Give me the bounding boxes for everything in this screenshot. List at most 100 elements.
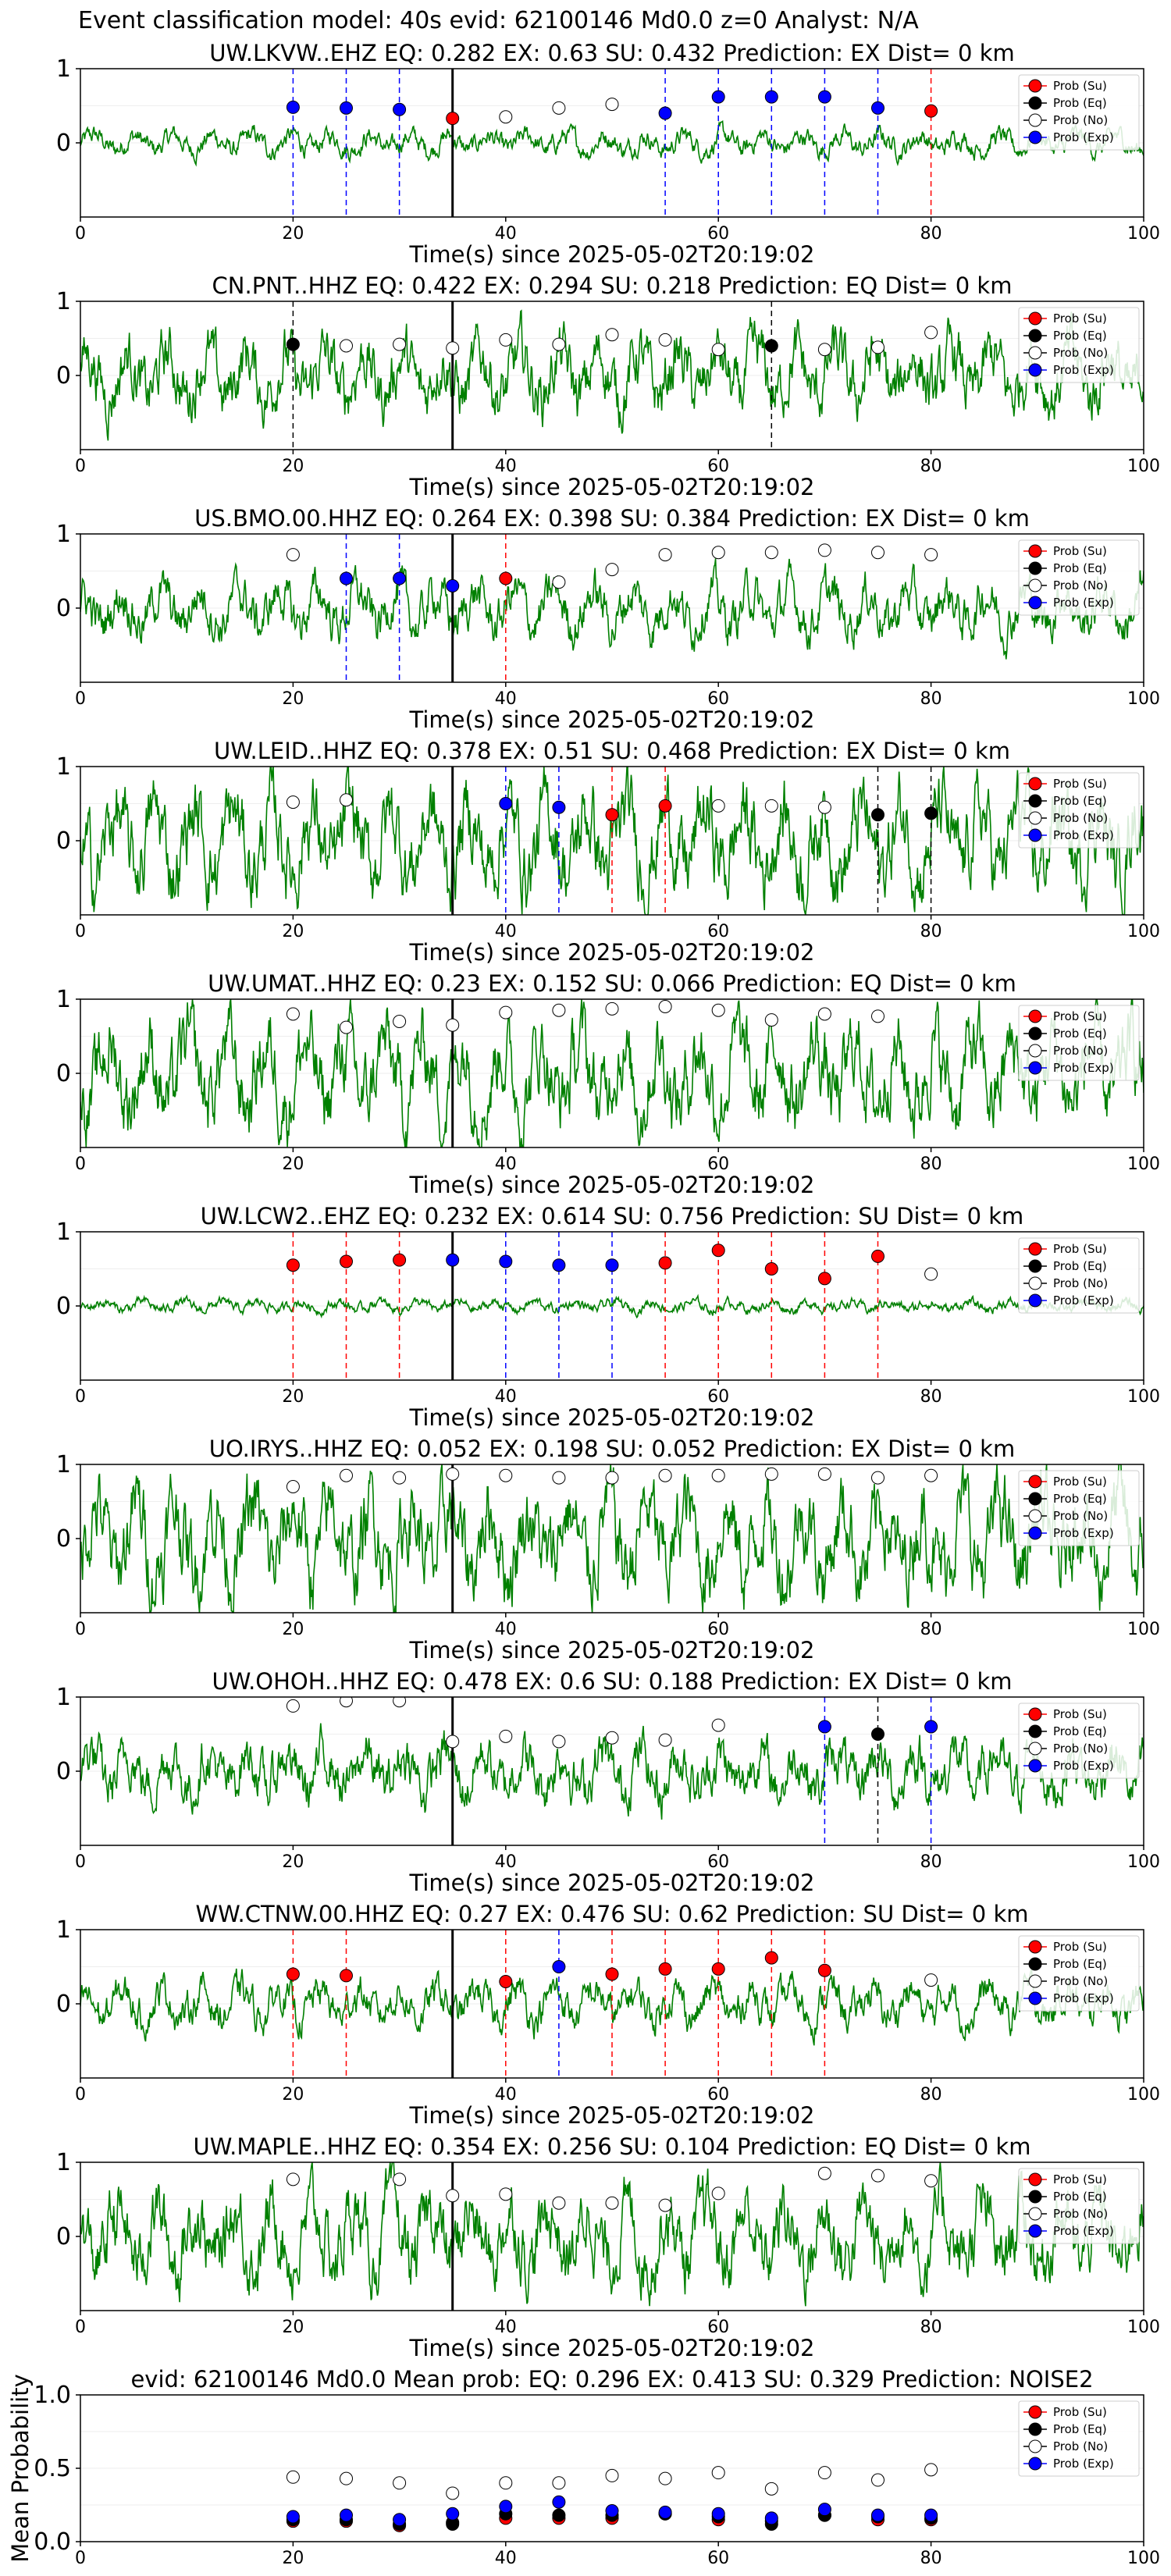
prob-point-no xyxy=(552,101,566,115)
prob-point-no xyxy=(711,1718,725,1732)
prob-point-no xyxy=(286,2172,300,2186)
plot-content xyxy=(80,69,1144,217)
mean-prob-point-exp xyxy=(924,2508,938,2522)
prob-point-no xyxy=(499,110,513,124)
x-tick-label: 60 xyxy=(707,457,729,476)
y-tick-label: 0 xyxy=(56,130,71,157)
legend-marker-no xyxy=(1028,1742,1042,1756)
prob-point-no xyxy=(817,543,831,557)
prob-point-exp xyxy=(286,100,300,114)
x-tick-label: 60 xyxy=(707,922,729,941)
legend-marker-no xyxy=(1028,578,1042,592)
prob-point-su xyxy=(286,1258,300,1272)
legend-marker-no xyxy=(1028,113,1042,127)
mean-prob-point-exp xyxy=(711,2507,725,2521)
x-tick-label: 100 xyxy=(1127,1155,1160,1174)
legend-marker-eq xyxy=(1028,2190,1042,2204)
x-tick-label: 20 xyxy=(282,689,304,709)
x-axis-label: Time(s) since 2025-05-02T20:19:02 xyxy=(409,939,815,966)
x-tick-label: 80 xyxy=(920,224,942,244)
prob-point-su xyxy=(817,1272,831,1286)
x-axis-label: Time(s) since 2025-05-02T20:19:02 xyxy=(409,2335,815,2361)
x-tick-label: 80 xyxy=(920,2549,942,2568)
plot-content xyxy=(80,301,1144,450)
legend-marker-no xyxy=(1028,346,1042,360)
x-tick-label: 40 xyxy=(495,1620,517,1639)
prob-point-exp xyxy=(711,90,725,104)
legend-marker-eq xyxy=(1028,1259,1042,1273)
prob-point-no xyxy=(817,2166,831,2180)
waveform-trace xyxy=(80,1723,1144,1820)
legend-label-su: Prob (Su) xyxy=(1053,1242,1107,1256)
legend-marker-su xyxy=(1028,1475,1042,1489)
x-axis-label: Time(s) since 2025-05-02T20:19:02 xyxy=(409,2102,815,2129)
legend-label-su: Prob (Su) xyxy=(1053,777,1107,791)
x-tick-label: 20 xyxy=(282,2085,304,2105)
x-tick-label: 60 xyxy=(707,2549,729,2568)
x-tick-label: 60 xyxy=(707,689,729,709)
legend-marker-no xyxy=(1028,811,1042,825)
mean-prob-point-no xyxy=(340,2471,353,2485)
mean-prob-point-no xyxy=(552,2476,566,2490)
prob-point-no xyxy=(871,1009,884,1023)
legend-marker-exp xyxy=(1028,1991,1042,2005)
mean-prob-point-no xyxy=(658,2471,672,2485)
panel-7: UO.IRYS..HHZ EQ: 0.052 EX: 0.198 SU: 0.0… xyxy=(56,1436,1160,1663)
prob-point-su xyxy=(871,1249,884,1263)
prob-point-no xyxy=(658,2198,672,2212)
x-tick-label: 60 xyxy=(707,2318,729,2337)
x-tick-label: 100 xyxy=(1127,1620,1160,1639)
legend-marker-no xyxy=(1028,1276,1042,1290)
x-tick-label: 0 xyxy=(75,1155,86,1174)
prob-point-no xyxy=(817,800,831,814)
legend-label-exp: Prob (Exp) xyxy=(1053,596,1114,610)
mean-prob-point-no xyxy=(711,2466,725,2480)
legend-label-no: Prob (No) xyxy=(1053,1044,1108,1058)
x-tick-label: 80 xyxy=(920,689,942,709)
prob-point-exp xyxy=(764,90,778,104)
prob-point-su xyxy=(711,1962,725,1976)
y-tick-label: 1 xyxy=(56,1451,71,1478)
prob-point-no xyxy=(871,2169,884,2183)
panel-8: UW.OHOH..HHZ EQ: 0.478 EX: 0.6 SU: 0.188… xyxy=(56,1668,1160,1896)
prob-point-exp xyxy=(499,797,513,810)
legend-label-no: Prob (No) xyxy=(1053,1742,1108,1756)
mean-prob-point-no xyxy=(605,2468,619,2482)
mean-prob-point-no xyxy=(764,2482,778,2496)
prob-point-su xyxy=(286,1967,300,1981)
x-tick-label: 20 xyxy=(282,2549,304,2568)
prob-point-no xyxy=(340,1697,353,1708)
legend-label-exp: Prob (Exp) xyxy=(1053,2224,1114,2238)
legend-box xyxy=(1018,307,1140,383)
prob-point-no xyxy=(552,2196,566,2210)
legend-marker-su xyxy=(1028,1242,1042,1256)
panel-6: UW.LCW2..EHZ EQ: 0.232 EX: 0.614 SU: 0.7… xyxy=(56,1203,1160,1431)
x-tick-label: 100 xyxy=(1127,1852,1160,1872)
legend-label-exp: Prob (Exp) xyxy=(1053,1293,1114,1308)
x-tick-label: 100 xyxy=(1127,2549,1160,2568)
prob-point-no xyxy=(552,1471,566,1485)
prob-point-exp xyxy=(817,1720,831,1734)
legend-label-su: Prob (Su) xyxy=(1053,1009,1107,1023)
x-axis-label: Time(s) since 2025-05-02T20:19:02 xyxy=(409,241,815,268)
y-tick-label: 1 xyxy=(56,753,71,781)
x-tick-label: 20 xyxy=(282,1852,304,1872)
x-tick-label: 40 xyxy=(495,2549,517,2568)
prob-point-su xyxy=(817,1963,831,1977)
y-tick-label: 0 xyxy=(56,362,71,390)
legend-marker-exp xyxy=(1028,130,1042,144)
prob-point-exp xyxy=(871,101,884,115)
x-tick-label: 80 xyxy=(920,2085,942,2105)
legend-marker-eq xyxy=(1028,794,1042,808)
mean-prob-point-exp xyxy=(499,2500,513,2514)
x-tick-label: 0 xyxy=(75,689,86,709)
legend-label-exp: Prob (Exp) xyxy=(1053,130,1114,144)
x-tick-label: 60 xyxy=(707,2085,729,2105)
waveform-trace xyxy=(80,558,1144,660)
prob-point-no xyxy=(605,2196,619,2210)
legend-label-no: Prob (No) xyxy=(1053,2439,1108,2453)
prob-point-su xyxy=(658,1256,672,1270)
legend-label-exp: Prob (Exp) xyxy=(1053,1991,1114,2005)
y-tick-label: 0 xyxy=(56,1060,71,1087)
legend-marker-no xyxy=(1028,2439,1042,2453)
